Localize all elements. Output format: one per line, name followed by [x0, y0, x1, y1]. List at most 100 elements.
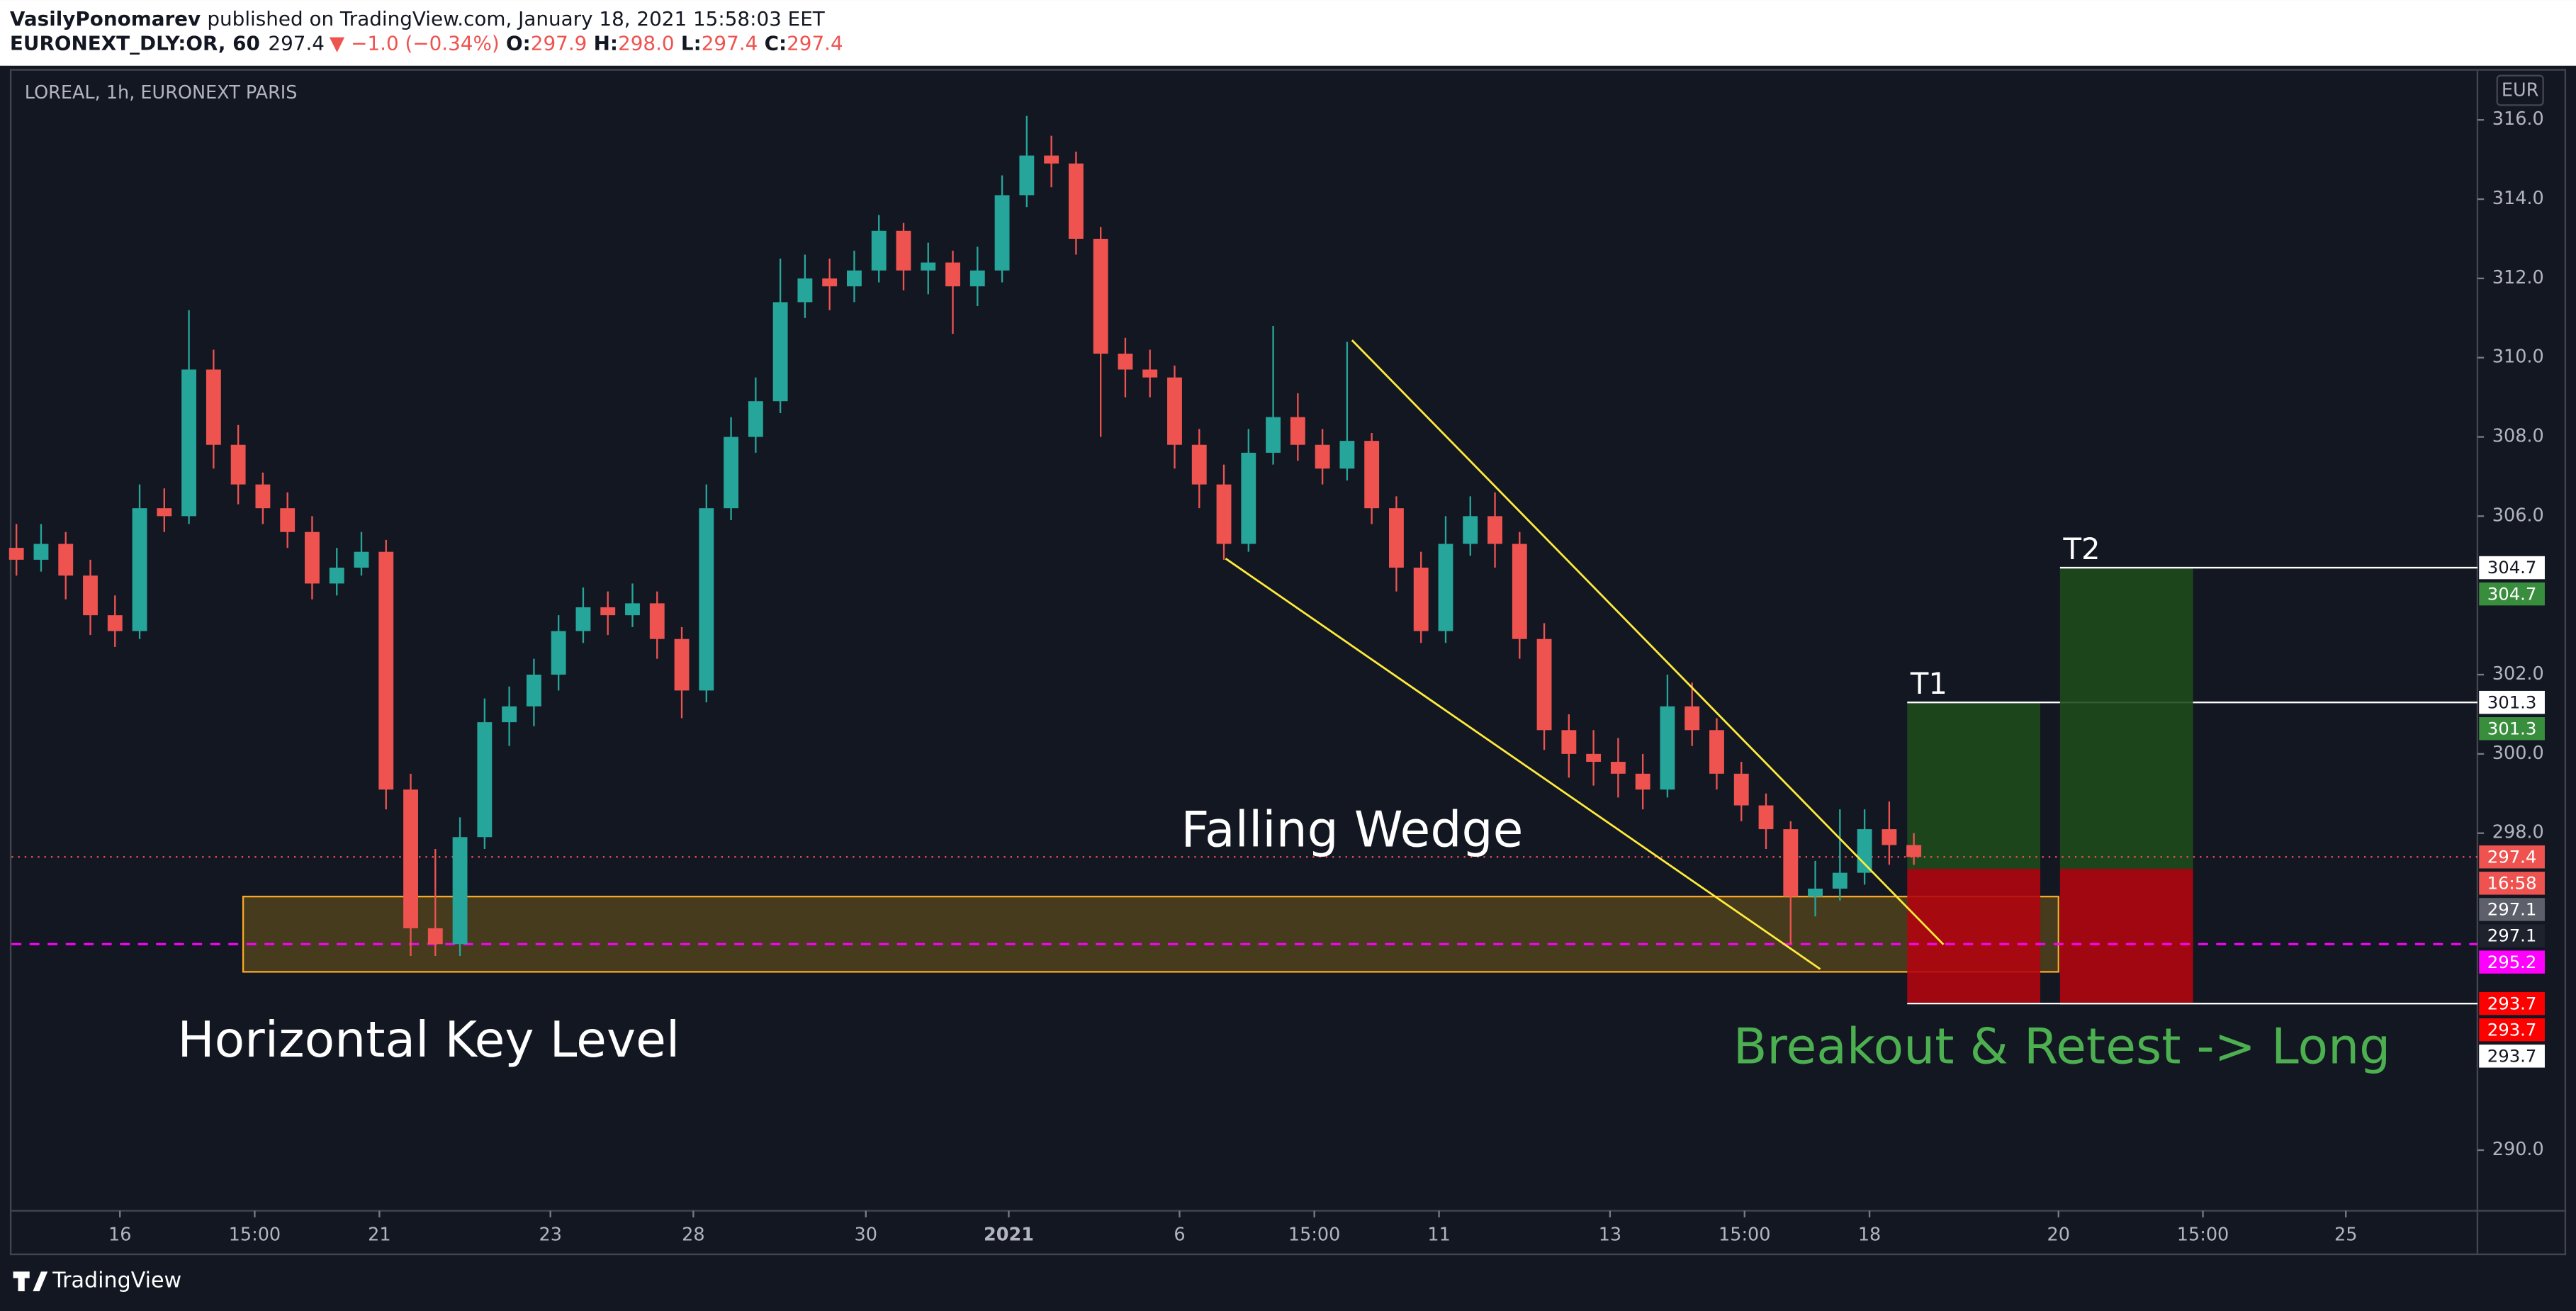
header-bar [0, 0, 2576, 66]
x-tick-label: 11 [1427, 1224, 1450, 1245]
candle-body [354, 551, 369, 568]
candle-body [1315, 444, 1330, 469]
price-label: 297.1 [2487, 899, 2537, 920]
brand: TradingView [52, 1268, 181, 1293]
price-label-box [2479, 690, 2545, 714]
candle-body [502, 706, 517, 723]
candle-body [206, 369, 221, 445]
candle-body [1044, 155, 1059, 164]
candle-body [822, 278, 838, 287]
candle-body [1487, 516, 1502, 544]
candle-body [1364, 441, 1380, 509]
candle-body [994, 195, 1010, 271]
candle-body [1266, 417, 1281, 453]
annotation: Falling Wedge [1181, 801, 1523, 858]
price-label-box [2479, 556, 2545, 580]
price-label: 301.3 [2487, 692, 2537, 712]
candle-body [1660, 706, 1675, 790]
price-label: 297.1 [2487, 925, 2537, 946]
candle-body [427, 928, 443, 945]
symbol: EURONEXT_DLY:OR, 60 [10, 32, 260, 55]
price-label: 304.7 [2487, 557, 2537, 578]
header-line: VasilyPonomarev published on TradingView.… [10, 7, 826, 30]
price-label-box [2479, 1045, 2545, 1068]
candle-body [1536, 638, 1552, 731]
stop-zone [1907, 869, 2041, 1004]
published: published on TradingView.com, January 18… [207, 7, 825, 30]
candle-body [625, 603, 640, 616]
x-tick-label: 18 [1858, 1224, 1881, 1245]
candle-body [674, 638, 690, 691]
y-tick-label: 312.0 [2492, 267, 2544, 288]
candle-body [477, 722, 493, 838]
y-tick-label: 308.0 [2492, 426, 2544, 447]
x-tick-label: 25 [2334, 1224, 2357, 1245]
candle-body [181, 369, 197, 517]
price-label-box [2479, 717, 2545, 741]
y-tick-label: 316.0 [2492, 108, 2544, 130]
y-tick-label: 290.0 [2492, 1139, 2544, 1160]
candle-body [280, 508, 296, 532]
price-label: 293.7 [2487, 1019, 2537, 1040]
x-tick-label: 15:00 [229, 1224, 281, 1245]
candle-body [1733, 773, 1749, 806]
last: 297.4 [268, 32, 325, 55]
candle-body [1832, 872, 1847, 889]
ohlc-value: 297.4 [702, 32, 758, 55]
candle-body [526, 675, 541, 707]
price-label: 293.7 [2487, 993, 2537, 1013]
candle-body [600, 607, 616, 616]
x-tick-label: 15:00 [2177, 1224, 2229, 1245]
candle-body [772, 302, 788, 402]
wedge-line [1351, 339, 1945, 945]
plot: T1 T2 [9, 116, 2477, 1005]
candle-body [1438, 544, 1453, 631]
price-label-box [2479, 950, 2545, 974]
candle-body [871, 230, 887, 271]
position-name: T1 [1910, 666, 1947, 701]
ohlc-label: C: [765, 32, 787, 55]
candle-body [896, 230, 911, 271]
stop-zone [2059, 869, 2193, 1004]
candle-body [921, 262, 936, 271]
price-label-box [2479, 872, 2545, 895]
price-label-box [2479, 991, 2545, 1015]
candle-body [1758, 805, 1774, 830]
candle-body [1561, 730, 1577, 754]
candle-body [1019, 155, 1035, 196]
price-label-box [2479, 582, 2545, 606]
ohlc-value: 297.4 [787, 32, 843, 55]
candle-body [1118, 354, 1133, 370]
ohlc-value: 298.0 [618, 32, 675, 55]
wedge-line [1225, 558, 1821, 970]
candle-body [1413, 568, 1429, 631]
x-tick-label: 28 [682, 1224, 704, 1245]
candle-body [1906, 845, 1922, 857]
candle-body [724, 437, 739, 509]
price-label: 301.3 [2487, 718, 2537, 738]
target-zone [2059, 568, 2193, 870]
currency-box [2496, 74, 2544, 106]
candle-body [1389, 508, 1404, 568]
candle-body [1684, 706, 1700, 731]
candle-body [305, 531, 320, 584]
candle-body [1093, 238, 1108, 354]
candle-body [847, 270, 862, 287]
candle-body [1709, 730, 1724, 774]
candle-body [1882, 829, 1897, 845]
y-tick-label: 314.0 [2492, 188, 2544, 209]
candle-body [1463, 516, 1478, 544]
currency: EUR [2502, 80, 2539, 101]
candle-body [83, 575, 98, 616]
ohlc-value: 297.9 [531, 32, 587, 55]
ohlc-label: H: [594, 32, 618, 55]
candle-body [1142, 369, 1158, 378]
x-tick-label: 20 [2047, 1224, 2070, 1245]
y-tick-label: 310.0 [2492, 347, 2544, 368]
candle-body [748, 401, 763, 437]
candle-body [1339, 441, 1355, 469]
candle-body [797, 278, 813, 303]
symbol-line: EURONEXT_DLY:OR, 60 297.4 ▼ −1.0 (−0.34%) O… [10, 32, 843, 55]
position-name: T2 [2062, 531, 2100, 566]
